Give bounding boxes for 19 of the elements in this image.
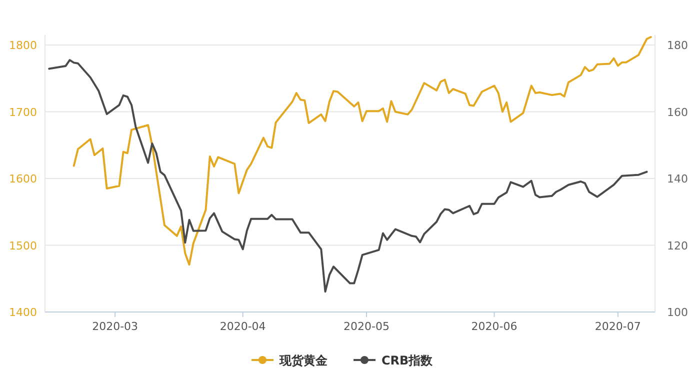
y-tick-label: 1800 [9, 39, 37, 52]
y-tick-label: 1400 [9, 306, 37, 319]
x-tick-label: 2020-07 [594, 320, 641, 333]
y-tick-label: 1600 [9, 172, 37, 186]
legend-label: CRB指数 [382, 354, 434, 368]
y2-tick-label: 120 [667, 239, 688, 252]
y-tick-label: 1500 [9, 239, 37, 252]
y2-tick-label: 180 [667, 39, 688, 52]
x-tick-label: 2020-05 [344, 320, 390, 333]
y-tick-label: 1700 [9, 106, 37, 119]
x-tick-label: 2020-06 [471, 320, 518, 333]
x-tick-label: 2020-03 [92, 320, 138, 333]
line-series [48, 59, 648, 293]
x-tick-label: 2020-04 [220, 320, 266, 333]
y2-tick-label: 100 [667, 306, 688, 319]
line-series [72, 36, 652, 266]
y2-tick-label: 140 [667, 172, 688, 186]
legend-label: 现货黄金 [278, 354, 328, 368]
y2-tick-label: 160 [667, 106, 688, 119]
